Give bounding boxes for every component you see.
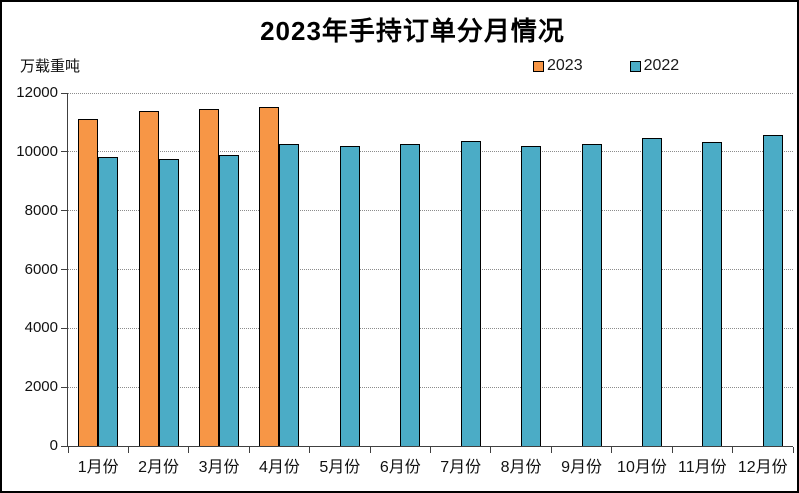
gridline-2000 bbox=[68, 386, 793, 388]
chart-title: 2023年手持订单分月情况 bbox=[260, 16, 565, 46]
y-axis-label: 6000 bbox=[24, 260, 58, 278]
bar-2022-month-1 bbox=[98, 156, 119, 446]
y-axis-tick bbox=[61, 386, 67, 388]
x-axis-category-label: 8月份 bbox=[500, 459, 542, 476]
x-axis-tick bbox=[550, 447, 552, 453]
x-axis-tick bbox=[611, 447, 613, 453]
x-axis-tick bbox=[369, 447, 371, 453]
legend-item-2023: 2023 bbox=[533, 57, 583, 75]
bar-2022-month-3 bbox=[219, 154, 240, 446]
legend-swatch-2022 bbox=[629, 60, 641, 72]
x-axis-category-label: 12月份 bbox=[737, 459, 788, 476]
bar-2022-month-6 bbox=[400, 143, 421, 446]
legend-label-2023: 2023 bbox=[547, 57, 583, 74]
y-axis-label: 2000 bbox=[24, 378, 58, 396]
x-axis-tick bbox=[309, 447, 311, 453]
x-axis-tick bbox=[732, 447, 734, 453]
gridline-8000 bbox=[68, 210, 793, 212]
x-axis-category-label: 6月份 bbox=[379, 459, 421, 476]
legend-label-2022: 2022 bbox=[643, 57, 680, 74]
x-axis-tick bbox=[67, 447, 69, 453]
y-axis-tick bbox=[61, 92, 67, 94]
x-axis-tick bbox=[248, 447, 250, 453]
y-axis-label: 4000 bbox=[24, 319, 58, 337]
x-axis-tick bbox=[188, 447, 190, 453]
y-axis-unit-label: 万载重吨 bbox=[20, 58, 81, 75]
gridline-4000 bbox=[68, 327, 793, 329]
y-axis-tick bbox=[61, 269, 67, 270]
legend-item-2022: 2022 bbox=[629, 57, 680, 75]
y-axis-label: 10000 bbox=[16, 142, 58, 160]
bar-2022-month-9 bbox=[581, 144, 602, 446]
y-axis-tick bbox=[61, 210, 67, 212]
x-axis-tick bbox=[127, 447, 129, 453]
y-axis-label: 8000 bbox=[24, 201, 58, 219]
bar-2022-month-4 bbox=[279, 144, 300, 446]
y-axis-tick bbox=[61, 151, 67, 153]
gridline-6000 bbox=[68, 269, 793, 270]
x-axis-category-label: 9月份 bbox=[561, 459, 602, 476]
plot-area: 0 2000 4000 6000 8000 10000 12000 1月份 2月份 3月份 4月份 5… bbox=[16, 85, 794, 476]
bar-2023-month-1 bbox=[78, 119, 99, 446]
y-axis-tick bbox=[61, 445, 67, 447]
bar-2022-month-12 bbox=[762, 135, 783, 446]
bar-2022-month-2 bbox=[158, 158, 179, 446]
x-axis-tick bbox=[430, 447, 431, 453]
x-axis-category-label: 3月份 bbox=[198, 459, 240, 476]
bar-2022-month-10 bbox=[641, 138, 662, 446]
x-axis-tick bbox=[490, 447, 492, 453]
x-axis-category-label: 5月份 bbox=[319, 459, 361, 476]
bar-2023-month-4 bbox=[259, 107, 280, 446]
bar-2022-month-7 bbox=[460, 140, 481, 446]
gridline-10000 bbox=[68, 151, 793, 153]
x-axis-tick bbox=[792, 447, 794, 453]
legend-swatch-2023 bbox=[533, 60, 544, 72]
x-axis-category-label: 7月份 bbox=[440, 459, 482, 476]
y-axis-label: 12000 bbox=[16, 84, 58, 101]
gridline-12000 bbox=[68, 92, 793, 94]
x-axis-category-label: 1月份 bbox=[77, 459, 119, 476]
y-axis-label: 0 bbox=[49, 437, 58, 454]
bar-2023-month-2 bbox=[138, 110, 159, 446]
bar-2022-month-11 bbox=[702, 141, 723, 446]
x-axis-category-label: 2月份 bbox=[138, 459, 180, 476]
legend: 2023 2022 bbox=[533, 57, 679, 75]
bar-2022-month-8 bbox=[521, 145, 542, 446]
x-axis-category-label: 11月份 bbox=[678, 459, 727, 476]
y-axis-tick bbox=[61, 327, 67, 329]
bar-2022-month-5 bbox=[339, 145, 360, 446]
x-axis-tick bbox=[671, 447, 673, 453]
bar-2023-month-3 bbox=[199, 109, 220, 446]
x-axis-category-label: 10月份 bbox=[617, 459, 667, 476]
x-axis-category-label: 4月份 bbox=[259, 459, 300, 476]
